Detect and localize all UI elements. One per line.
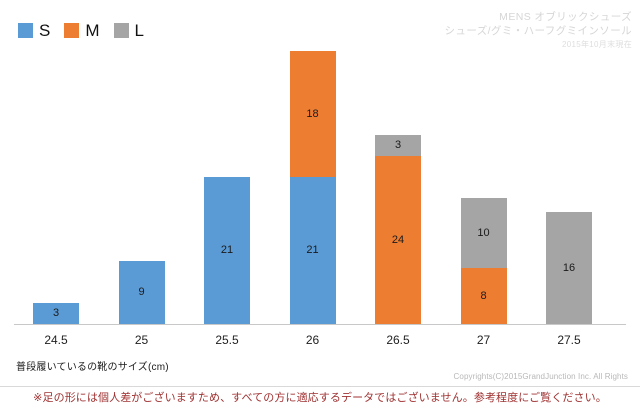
legend-item-l: L bbox=[113, 21, 144, 40]
bar-group[interactable]: 21 bbox=[204, 177, 250, 324]
bar-value-label: 9 bbox=[138, 286, 145, 298]
chart-date-annotation: 2015年10月末現在 bbox=[562, 40, 632, 49]
x-axis-line bbox=[14, 324, 626, 325]
bar-value-label: 18 bbox=[306, 107, 319, 120]
footer-divider bbox=[0, 386, 640, 387]
chart-header: MENS オブリックシューズ シューズ/グミ・ハーフグミインソール 2015年1… bbox=[445, 10, 632, 51]
square-swatch-icon bbox=[64, 23, 80, 38]
bar-value-label: 3 bbox=[394, 139, 402, 151]
bar-segment-l[interactable]: 10 bbox=[460, 198, 507, 268]
footnote-disclaimer: ※足の形には個人差がございますため、すべての方に適応するデータではございません。… bbox=[33, 392, 607, 404]
bar-segment-s[interactable]: 3 bbox=[33, 303, 79, 324]
chart-legend: S M L bbox=[18, 22, 144, 39]
x-tick-label-25: 25 bbox=[134, 333, 149, 347]
bar-value-label: 24 bbox=[391, 233, 405, 246]
x-axis-title: 普段履いているの靴のサイズ(cm) bbox=[16, 362, 169, 373]
x-tick-label-27: 27 bbox=[476, 333, 491, 347]
bar-value-label: 10 bbox=[477, 226, 490, 239]
bar-segment-m[interactable]: 18 bbox=[289, 51, 336, 177]
bar-segment-l[interactable]: 3 bbox=[375, 135, 421, 156]
bar-group[interactable]: 10 8 bbox=[460, 198, 507, 324]
x-tick-label-24-5: 24.5 bbox=[44, 333, 68, 347]
legend-item-m: M bbox=[64, 21, 100, 40]
bar-segment-m[interactable]: 8 bbox=[460, 268, 507, 324]
square-swatch-icon bbox=[18, 23, 33, 38]
bar-segment-s[interactable]: 21 bbox=[289, 177, 336, 324]
bar-value-label: 3 bbox=[52, 307, 60, 319]
chart-title: MENS オブリックシューズ bbox=[499, 11, 632, 23]
x-tick-label-25-5: 25.5 bbox=[215, 333, 239, 347]
legend-label-s: S bbox=[39, 21, 51, 40]
bar-group[interactable]: 18 21 bbox=[289, 51, 336, 324]
x-tick-label-27-5: 27.5 bbox=[557, 333, 581, 347]
bar-value-label: 16 bbox=[562, 261, 576, 274]
bar-value-label: 8 bbox=[480, 289, 487, 302]
bar-group[interactable]: 16 bbox=[546, 212, 592, 324]
bar-segment-l[interactable]: 16 bbox=[546, 212, 592, 324]
legend-item-s: S bbox=[18, 22, 50, 39]
legend-label-m: M bbox=[85, 21, 100, 40]
bar-group[interactable]: 9 bbox=[118, 261, 165, 324]
bar-group[interactable]: 3 24 bbox=[375, 135, 421, 324]
x-tick-label-26-5: 26.5 bbox=[386, 333, 410, 347]
bar-segment-s[interactable]: 9 bbox=[118, 261, 165, 324]
copyright-text: Copyrights(C)2015GrandJunction Inc. All … bbox=[453, 372, 628, 381]
bar-segment-s[interactable]: 21 bbox=[204, 177, 250, 324]
square-swatch-icon bbox=[113, 23, 129, 38]
bar-segment-m[interactable]: 24 bbox=[375, 156, 421, 324]
bar-group[interactable]: 3 bbox=[33, 303, 79, 324]
bar-value-label: 21 bbox=[306, 244, 319, 256]
chart-subtitle: シューズ/グミ・ハーフグミインソール bbox=[444, 25, 632, 37]
bar-value-label: 21 bbox=[220, 244, 234, 256]
x-tick-label-26: 26 bbox=[305, 333, 320, 347]
legend-label-l: L bbox=[134, 21, 144, 40]
